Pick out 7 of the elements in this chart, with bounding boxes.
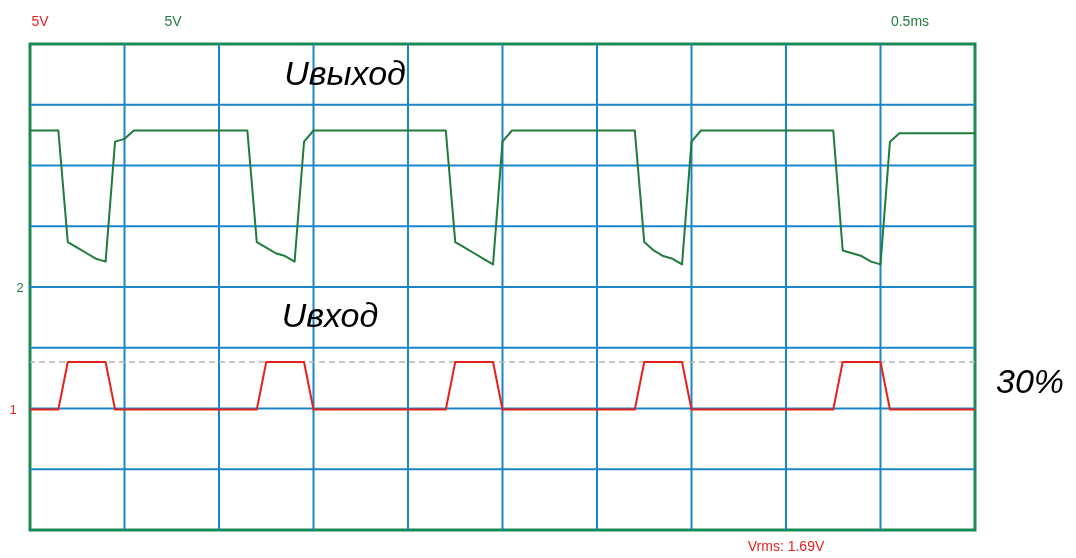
text: 0.5ms <box>890 13 930 29</box>
text: 1 <box>9 402 17 417</box>
text: 2 <box>16 280 24 295</box>
text: 5V <box>31 13 50 29</box>
text: Vrms: 1.69V <box>747 538 825 554</box>
text: 5V <box>164 13 183 29</box>
text: 30% <box>995 362 1065 400</box>
